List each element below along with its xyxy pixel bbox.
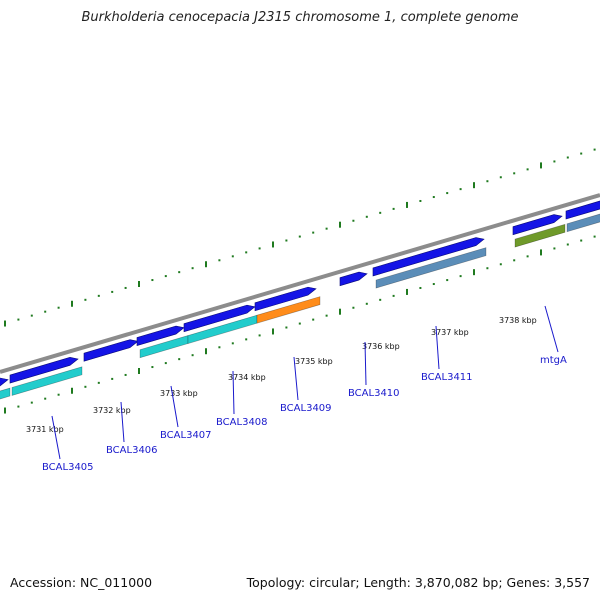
scale-label: 3736 kbp	[362, 342, 400, 351]
gene-arrow	[0, 377, 9, 387]
gene-leader-line	[544, 305, 559, 353]
gene-label[interactable]: BCAL3407	[160, 430, 212, 441]
gene-label[interactable]: BCAL3408	[216, 417, 268, 428]
gene-label[interactable]: BCAL3409	[280, 403, 332, 414]
gene-arrow	[512, 214, 563, 236]
gene-leader-line	[120, 401, 125, 443]
gene-arrow	[136, 325, 185, 346]
gene-arrow	[254, 286, 317, 312]
gene-arrow	[183, 304, 256, 333]
gene-leader-line	[170, 385, 179, 428]
cds-bar	[0, 387, 11, 400]
gene-label[interactable]: BCAL3405	[42, 462, 94, 473]
map-title: Burkholderia cenocepacia J2315 chromosom…	[81, 10, 519, 25]
genome-summary-text: Topology: circular; Length: 3,870,082 bp…	[246, 575, 590, 590]
scale-label: 3733 kbp	[160, 389, 198, 398]
gene-label[interactable]: BCAL3411	[421, 372, 473, 383]
gene-leader-line	[435, 325, 440, 370]
scale-label: 3737 kbp	[431, 328, 469, 337]
outer-tick-track	[4, 148, 596, 327]
scale-label: 3735 kbp	[295, 357, 333, 366]
gene-arrow	[339, 271, 368, 287]
gene-leader-line	[364, 341, 367, 386]
cds-bar	[514, 223, 566, 248]
gene-label[interactable]: mtgA	[540, 355, 567, 366]
backbone-line	[0, 193, 600, 374]
cds-bar	[11, 366, 83, 396]
gene-label[interactable]: BCAL3406	[106, 445, 158, 456]
scale-label: 3732 kbp	[93, 406, 131, 415]
gene-label[interactable]: BCAL3410	[348, 388, 400, 399]
gene-leader-line	[232, 370, 235, 415]
feature-track	[0, 200, 600, 400]
gene-arrow	[83, 339, 139, 362]
gene-leader-line	[293, 356, 299, 401]
cds-bar	[256, 296, 321, 324]
cds-bar	[375, 247, 487, 289]
scale-label: 3731 kbp	[26, 425, 64, 434]
accession-text: Accession: NC_011000	[10, 575, 153, 590]
gene-arrow	[372, 237, 485, 277]
scale-label: 3734 kbp	[228, 373, 266, 382]
scale-labels: 3731 kbp 3732 kbp 3733 kbp 3734 kbp 3735 kbp…	[26, 316, 537, 434]
gene-leader-line	[51, 415, 61, 460]
gene-arrow	[565, 200, 600, 220]
gene-arrow	[9, 357, 79, 384]
scale-label: 3738 kbp	[499, 316, 537, 325]
inner-tick-track	[4, 235, 596, 414]
cds-bar	[566, 213, 600, 233]
